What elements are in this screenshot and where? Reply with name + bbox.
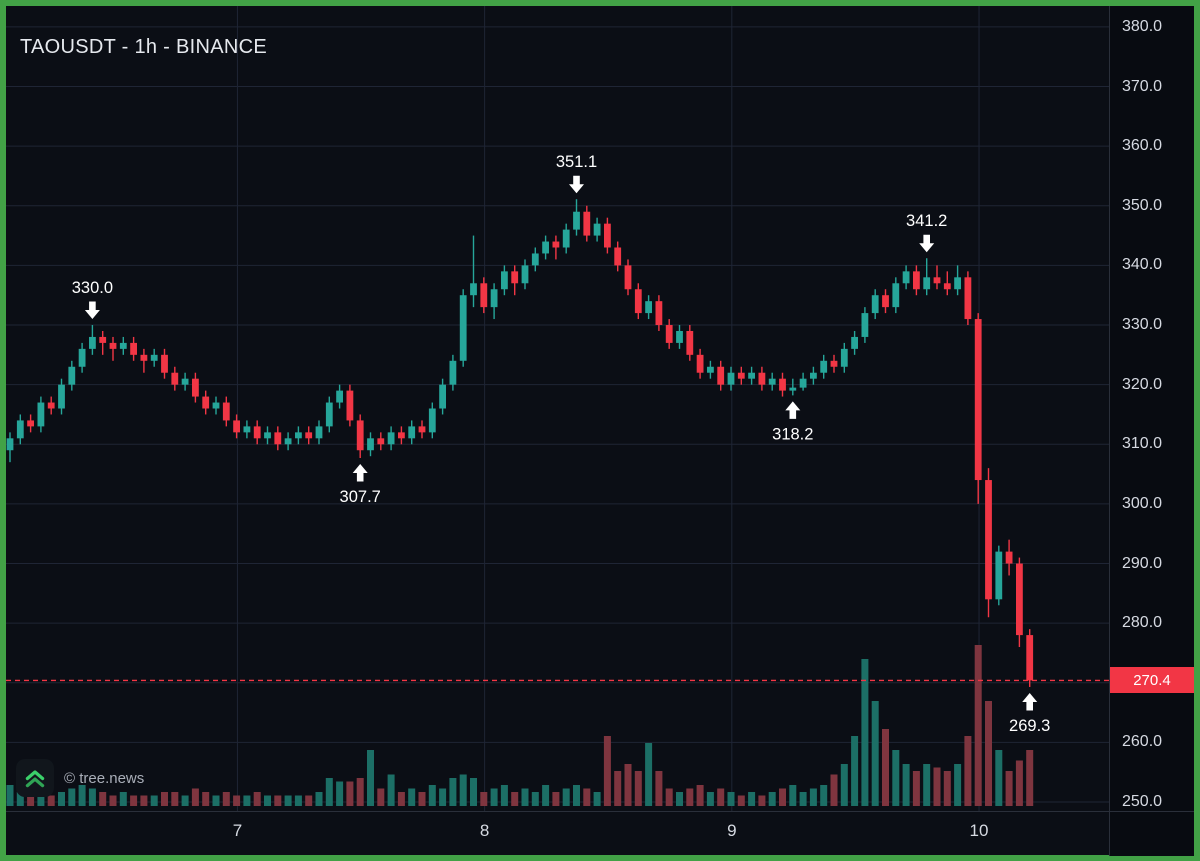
- time-axis-label: 9: [727, 821, 737, 840]
- price-annotation: 318.2: [772, 425, 813, 443]
- price-axis-label: 380.0: [1122, 17, 1163, 35]
- price-axis-label: 350.0: [1122, 196, 1163, 214]
- time-axis-label: 7: [232, 821, 243, 840]
- chart-row: 330.0 307.7 351.1 318.2 341.2 269.3 TAOUSDT -…: [6, 6, 1194, 811]
- price-annotation: 307.7: [340, 488, 381, 506]
- chart-title: TAOUSDT - 1h - BINANCE: [20, 36, 268, 58]
- price-axis-label: 320.0: [1122, 375, 1163, 393]
- watermark: © tree.news: [16, 759, 144, 797]
- chart-canvas[interactable]: 330.0 307.7 351.1 318.2 341.2 269.3 TAOUSDT -…: [6, 6, 1109, 811]
- time-axis-row: 7 8 9 10: [6, 811, 1194, 856]
- price-axis-label: 290.0: [1122, 554, 1163, 572]
- watermark-text: © tree.news: [64, 769, 145, 787]
- price-axis-label: 300.0: [1122, 494, 1163, 512]
- price-axis-label: 330.0: [1122, 316, 1163, 334]
- price-annotation: 330.0: [72, 279, 113, 297]
- price-axis-label: 260.0: [1122, 733, 1163, 751]
- price-annotation: 341.2: [906, 212, 947, 230]
- price-axis-label: 360.0: [1122, 137, 1163, 155]
- price-axis-label: 370.0: [1122, 77, 1163, 95]
- time-axis-label: 8: [479, 821, 490, 840]
- price-axis-label: 340.0: [1122, 256, 1163, 274]
- price-axis-label: 310.0: [1122, 435, 1163, 453]
- price-axis[interactable]: 380.0 370.0 360.0 350.0 340.0 330.0 320.0 310.0…: [1109, 6, 1194, 811]
- tree-news-logo-icon: [16, 759, 54, 797]
- price-annotation: 269.3: [1009, 717, 1050, 735]
- price-annotation: 351.1: [556, 153, 597, 171]
- time-axis[interactable]: 7 8 9 10: [6, 812, 1109, 856]
- current-price-tag: 270.4: [1110, 667, 1194, 694]
- time-axis-label: 10: [969, 821, 989, 840]
- candlestick-chart-svg[interactable]: 330.0 307.7 351.1 318.2 341.2 269.3: [6, 6, 1109, 811]
- double-chevron-up-icon: [25, 770, 45, 788]
- price-axis-label: 280.0: [1122, 614, 1163, 632]
- axis-corner: [1109, 812, 1194, 856]
- price-axis-label: 250.0: [1122, 793, 1163, 811]
